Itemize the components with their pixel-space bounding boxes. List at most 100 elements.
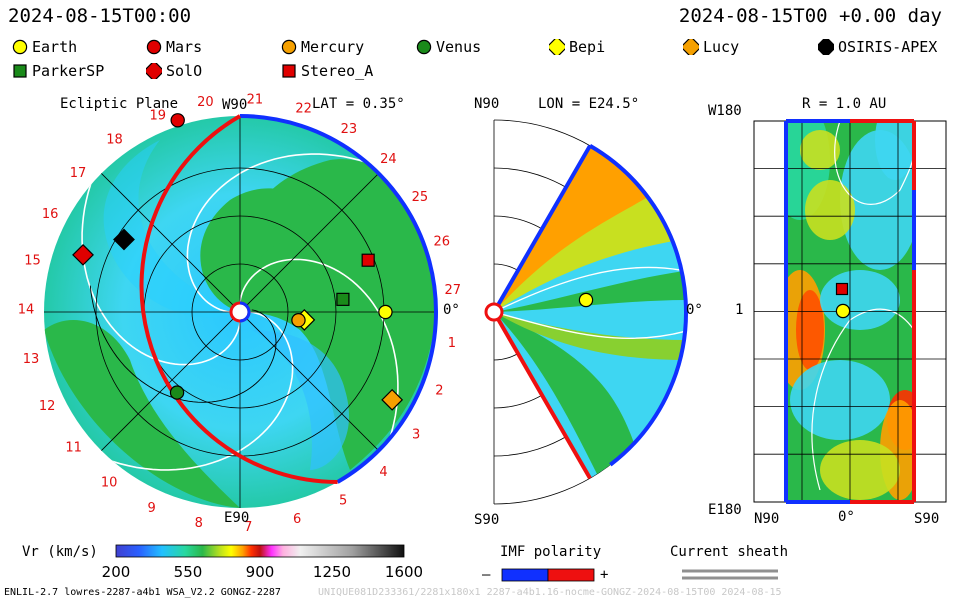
diamond-marker-icon xyxy=(818,39,834,55)
legend-label: SolO xyxy=(166,62,203,80)
colorbar-title: Vr (km/s) xyxy=(22,544,98,560)
square-marker-icon xyxy=(13,64,27,78)
carrington-tick-label: 8 xyxy=(195,516,203,531)
legend-label: Mercury xyxy=(301,38,365,56)
carrington-tick-label: 5 xyxy=(339,494,347,509)
carrington-tick-label: 21 xyxy=(247,93,264,108)
ecliptic-bottom-label: E90 xyxy=(224,510,250,526)
legend-item-earth: Earth xyxy=(12,38,77,56)
carrington-tick-label: 2 xyxy=(435,384,443,399)
imf-negative-swatch xyxy=(501,568,549,582)
ecliptic-right-label: 0° xyxy=(443,302,460,318)
spiral-field-line xyxy=(239,258,399,474)
object-parkersp xyxy=(336,292,350,306)
fast-wind-south xyxy=(494,312,640,479)
colorbar-tick-label: 1600 xyxy=(385,563,423,581)
legend-label: Stereo_A xyxy=(301,62,374,80)
carrington-tick-label: 3 xyxy=(412,428,420,443)
imf-positive-swatch xyxy=(547,568,595,582)
legend-item-osiris-apex: OSIRIS-APEX xyxy=(818,38,937,56)
colorbar: 200 550 900 1250 1600 xyxy=(102,544,778,582)
legend-item-stereo-a: Stereo_A xyxy=(281,62,373,80)
legend-item-parkersp: ParkerSP xyxy=(12,62,104,80)
meridional-lon-label: LON = E24.5° xyxy=(538,96,640,112)
carrington-tick-label: 18 xyxy=(106,133,123,148)
radial-x-left-label: N90 xyxy=(754,511,780,527)
current-sheath-line xyxy=(494,266,681,313)
meridional-plane-panel xyxy=(484,119,688,505)
footer-run-info: ENLIL-2.7 lowres-2287-a4b1 WSA_V2.2 GONG… xyxy=(4,587,281,598)
radial-bottom-left-label: E180 xyxy=(708,502,742,518)
colorbar-tick-label: 1250 xyxy=(313,563,351,581)
radial-x-mid-label: 0° xyxy=(838,509,855,525)
legend-item-mars: Mars xyxy=(146,38,202,56)
object-earth xyxy=(378,304,393,320)
legend-label: OSIRIS-APEX xyxy=(838,38,938,56)
imf-ring-positive xyxy=(588,143,688,467)
circle-marker-icon xyxy=(12,39,28,55)
legend-item-venus: Venus xyxy=(416,38,481,56)
legend-label: Bepi xyxy=(569,38,606,56)
radial-blob xyxy=(790,360,890,440)
current-sheath-line xyxy=(834,121,914,205)
carrington-tick-label: 6 xyxy=(293,512,301,527)
current-sheath-title: Current sheath xyxy=(670,544,789,560)
current-sheath-line xyxy=(811,308,914,491)
object-venus xyxy=(169,385,185,400)
diamond-marker-icon xyxy=(549,39,565,55)
legend-label: Lucy xyxy=(703,38,740,56)
legend-label: Venus xyxy=(436,38,482,56)
earth-spiral xyxy=(89,285,277,403)
radial-map-panel xyxy=(753,119,947,504)
ecliptic-top-label: W90 xyxy=(222,97,248,113)
imf-plus-label: + xyxy=(600,567,609,583)
carrington-tick-label: 14 xyxy=(18,303,35,318)
circle-marker-icon xyxy=(281,39,297,55)
object-stereo-a xyxy=(361,253,375,267)
object-mercury xyxy=(291,313,306,328)
imf-ring-positive xyxy=(239,114,438,484)
carrington-tick-label: 15 xyxy=(24,254,41,269)
carrington-tick-label: 9 xyxy=(147,501,155,516)
carrington-tick-label: 23 xyxy=(341,122,358,137)
object-osiris-apex xyxy=(113,228,135,251)
carrington-tick-label: 27 xyxy=(444,283,461,298)
carrington-tick-label: 25 xyxy=(412,190,429,205)
colorbar-gradient xyxy=(115,544,405,558)
radial-r-label: R = 1.0 AU xyxy=(802,96,887,112)
spiral-field-line xyxy=(78,311,294,471)
colorbar-tick-label: 550 xyxy=(174,563,203,581)
square-marker-icon xyxy=(282,64,296,78)
carrington-tick-label: 4 xyxy=(379,465,387,480)
legend-label: Mars xyxy=(166,38,203,56)
imf-polarity-title: IMF polarity xyxy=(500,544,602,560)
slow-wind-north xyxy=(494,145,660,312)
colorbar-tick-label: 200 xyxy=(102,563,131,581)
carrington-tick-label: 12 xyxy=(39,399,56,414)
object-stereo-a-radial xyxy=(835,282,849,296)
radial-mid-left-label: 1 xyxy=(735,302,744,318)
legend-item-lucy: Lucy xyxy=(683,38,739,56)
fast-wind-core xyxy=(200,188,330,312)
object-mars xyxy=(170,113,185,128)
ecliptic-title: Ecliptic Plane xyxy=(60,96,179,112)
spiral-field-line xyxy=(81,150,241,366)
carrington-tick-label: 11 xyxy=(65,441,82,456)
carrington-tick-label: 20 xyxy=(197,95,214,110)
elapsed-time-label: 2024-08-15T00 +0.00 day xyxy=(678,5,942,27)
radial-blob xyxy=(875,121,914,180)
object-lucy xyxy=(381,388,404,411)
meridional-top-label: N90 xyxy=(474,96,500,112)
imf-minus-label: – xyxy=(482,567,491,583)
imf-ring-negative xyxy=(139,114,338,485)
current-sheath-line xyxy=(494,311,686,339)
radial-blob xyxy=(800,130,840,170)
meridional-bottom-label: S90 xyxy=(474,512,500,528)
datetime-label: 2024-08-15T00:00 xyxy=(8,5,192,27)
object-solo xyxy=(72,243,94,266)
legend-item-mercury: Mercury xyxy=(281,38,364,56)
meridional-right-label: 0° xyxy=(686,302,703,318)
diamond-marker-icon xyxy=(683,39,699,55)
